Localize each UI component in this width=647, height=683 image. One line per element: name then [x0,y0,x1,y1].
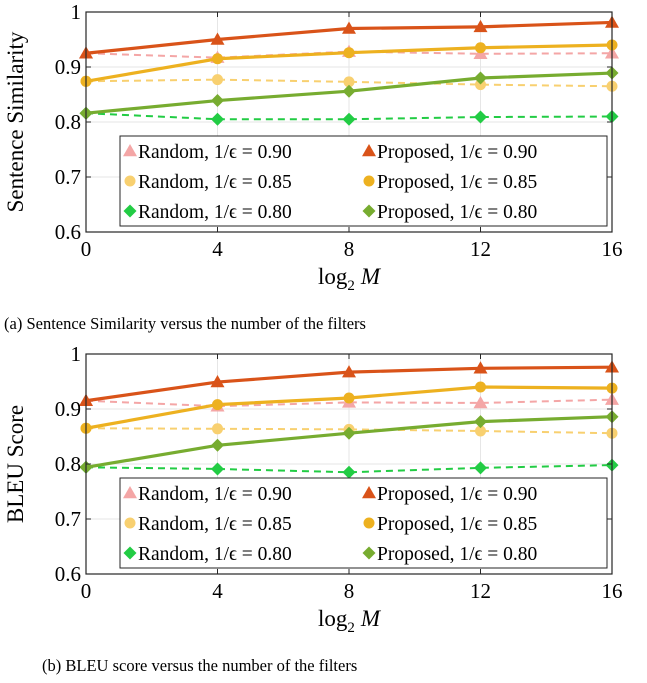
data-point [342,84,356,98]
data-point [212,399,223,411]
legend: Random, 1/ϵ = 0.90 Proposed, 1/ϵ = 0.90 Ra… [119,477,608,569]
x-axis-label: log2 M [318,606,382,636]
series-line-random [85,112,613,121]
data-point [212,74,223,86]
data-point [211,462,224,476]
data-point [211,112,224,126]
x-axis-label: log2 M [318,264,382,294]
legend: Random, 1/ϵ = 0.90 Proposed, 1/ϵ = 0.90 Ra… [119,135,608,227]
x-axis-label-var: M [360,606,382,631]
data-point [475,425,486,437]
series-line-random [85,78,613,88]
x-tick-label: 16 [602,237,623,261]
legend-label: Proposed, 1/ϵ = 0.85 [377,514,537,535]
legend-label: Random, 1/ϵ = 0.80 [138,544,292,565]
data-point [210,32,225,45]
legend-marker [363,517,375,529]
data-point [342,465,356,479]
chart-b-svg: 0 4 8 12 16 0.6 0.7 0.8 0.9 1 log2 M BLEU Score Rando… [3,342,623,636]
series-line-random [85,427,613,435]
chart-panel-b: 0 4 8 12 16 0.6 0.7 0.8 0.9 1 log2 M BLEU Score Rando… [0,342,647,683]
data-point [475,79,486,91]
legend-marker [124,175,136,187]
x-tick-label: 16 [602,579,623,603]
legend-label: Proposed, 1/ϵ = 0.80 [377,202,537,223]
legend-marker [362,486,376,499]
data-point [473,19,488,33]
x-axis-label-base: 2 [347,278,355,294]
x-tick-label: 12 [470,237,491,261]
data-point [210,375,225,388]
legend-marker [124,517,136,529]
data-point [473,361,488,374]
y-axis-label: Sentence Similarity [3,31,28,212]
y-tick-label: 0.7 [55,507,81,531]
data-point [212,423,223,435]
y-tick-label: 1 [71,0,82,24]
legend-marker [123,144,137,157]
data-point [474,461,487,475]
legend-marker [362,546,376,560]
data-point [343,392,355,404]
data-point [342,112,356,126]
data-point [475,381,486,393]
legend-marker [123,204,137,218]
legend-label: Proposed, 1/ϵ = 0.90 [377,484,537,505]
data-point [475,42,486,54]
data-point [474,71,487,85]
legend-marker [123,546,137,560]
x-tick-label: 12 [470,579,491,603]
data-point [343,47,355,59]
y-tick-label: 0.9 [55,397,81,421]
x-axis-label-log: log [318,606,348,631]
legend-label: Random, 1/ϵ = 0.90 [138,142,292,163]
y-tick-label: 0.6 [55,220,81,244]
legend-label: Random, 1/ϵ = 0.85 [138,514,292,535]
chart-a-svg: 0 4 8 12 16 0.6 0.7 0.8 0.9 1 log2 M Sentence Simila… [3,0,623,294]
legend-marker [362,144,376,157]
data-point [474,110,487,124]
data-point [211,438,224,452]
x-axis-label-var: M [360,264,382,289]
x-tick-label: 8 [344,579,355,603]
legend-marker [362,204,376,218]
legend-label: Random, 1/ϵ = 0.85 [138,172,292,193]
data-point [212,53,223,65]
legend-label: Proposed, 1/ϵ = 0.85 [377,172,537,193]
y-tick-label: 0.7 [55,165,81,189]
chart-panel-a: 0 4 8 12 16 0.6 0.7 0.8 0.9 1 log2 M Sentence Simila… [3,0,623,333]
legend-label: Proposed, 1/ϵ = 0.90 [377,142,537,163]
legend-marker [123,486,137,499]
data-point [474,415,487,429]
y-axis-label: BLEU Score [3,405,28,523]
legend-label: Proposed, 1/ϵ = 0.80 [377,544,537,565]
x-axis-label-log: log [318,264,348,289]
series-line-random [85,464,613,474]
data-point [343,76,355,88]
data-point [473,395,488,409]
chart-b-caption: (b) BLEU score versus the number of the … [42,656,358,675]
y-tick-label: 1 [71,342,82,366]
x-tick-label: 4 [212,579,223,603]
x-tick-label: 4 [212,237,223,261]
x-axis-label-base: 2 [347,620,355,636]
y-tick-label: 0.8 [55,110,81,134]
chart-a-caption: (a) Sentence Similarity versus the numbe… [4,314,366,333]
y-tick-label: 0.8 [55,452,81,476]
legend-marker [363,175,375,187]
y-tick-label: 0.9 [55,55,81,79]
y-tick-label: 0.6 [55,562,81,586]
data-point [211,94,224,108]
legend-label: Random, 1/ϵ = 0.90 [138,484,292,505]
legend-label: Random, 1/ϵ = 0.80 [138,202,292,223]
x-tick-label: 0 [81,237,92,261]
series-line-random [85,398,613,408]
data-point [342,21,356,34]
x-tick-label: 8 [344,237,355,261]
data-point [342,426,356,440]
data-point [342,365,356,378]
x-tick-label: 0 [81,579,92,603]
series-line-random [85,50,613,59]
